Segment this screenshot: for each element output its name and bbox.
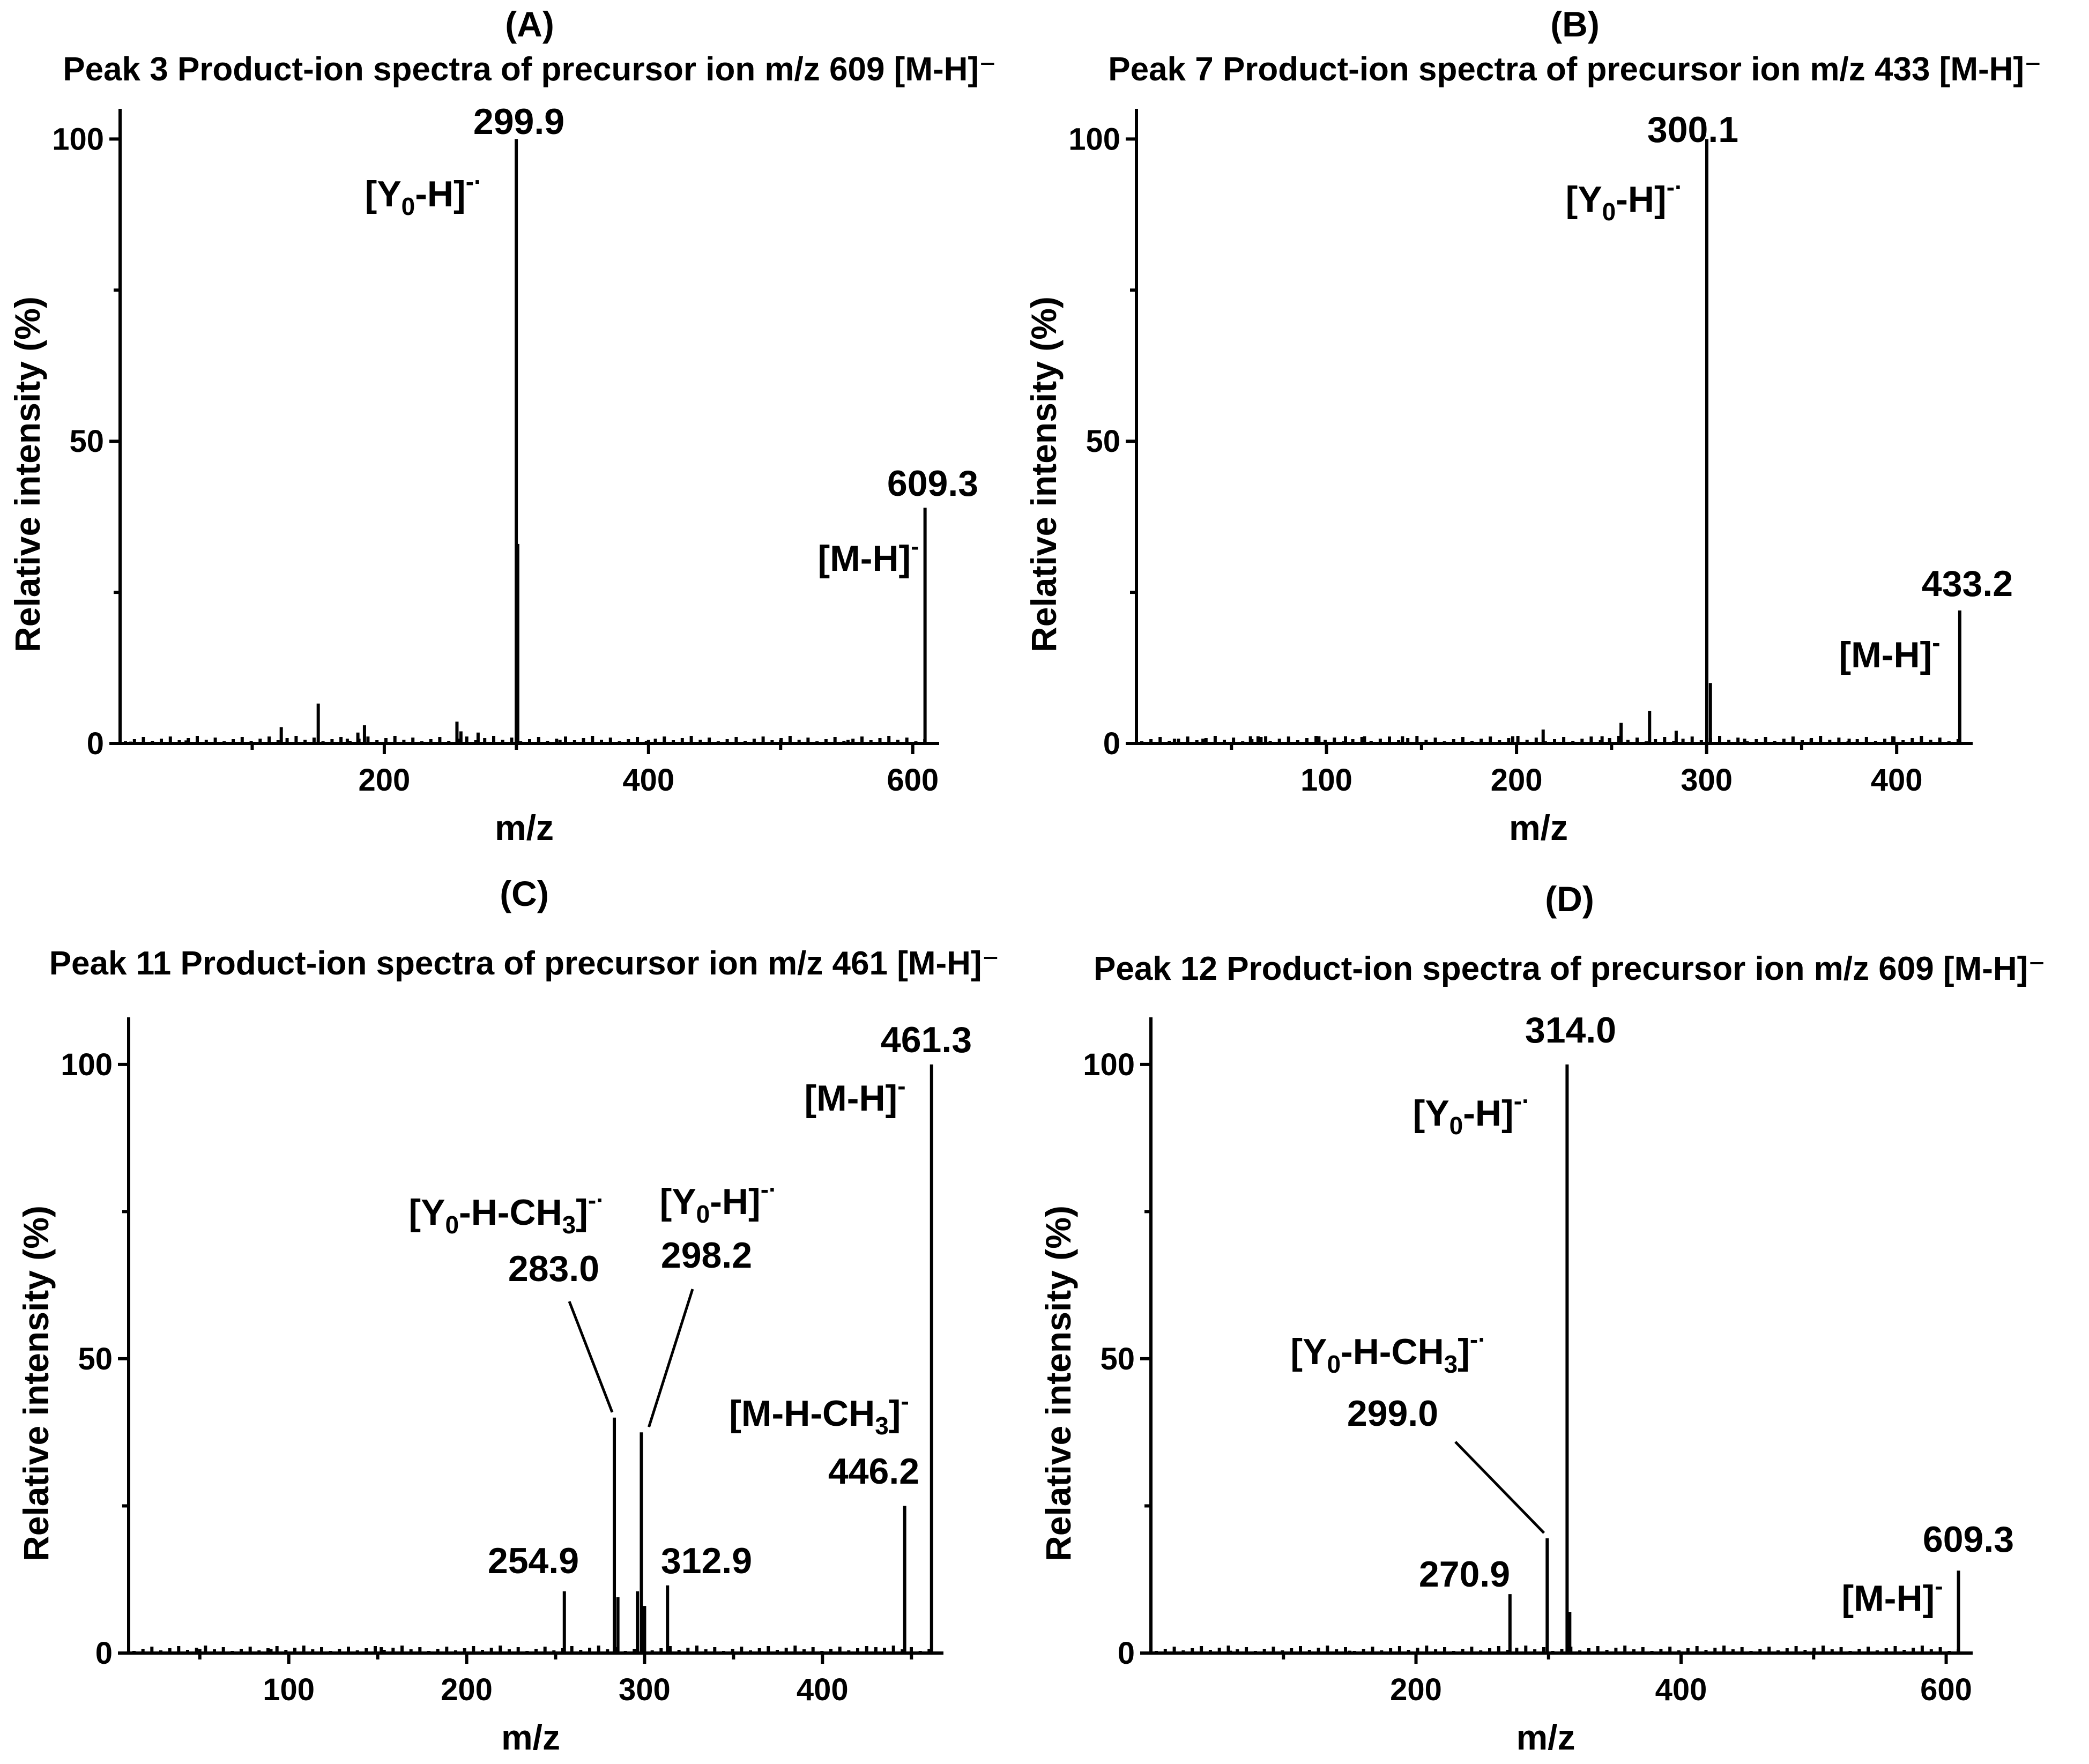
panel-title: Peak 7 Product-ion spectra of precursor …: [1108, 51, 2042, 88]
x-axis-label: m/z: [1516, 1717, 1575, 1757]
panel-letter: (A): [505, 4, 554, 44]
y-tick-label: 50: [78, 1342, 113, 1376]
y-axis-label: Relative intensity (%): [8, 296, 47, 652]
ion-annotation: [M-H-CH3]-: [729, 1387, 909, 1440]
y-tick-label: 0: [1118, 1636, 1135, 1671]
y-tick-label: 50: [69, 424, 104, 459]
y-tick-label: 0: [87, 726, 104, 761]
x-tick-label: 200: [1491, 763, 1543, 798]
annotation-leader-line: [568, 1301, 614, 1413]
baseline-noise: [1140, 736, 1960, 743]
peak-value-label: 433.2: [1922, 563, 2013, 604]
y-tick-label: 50: [1100, 1342, 1135, 1376]
y-tick-label: 0: [1103, 726, 1120, 761]
peak-value-label: 609.3: [887, 463, 978, 504]
x-tick-label: 200: [441, 1672, 493, 1707]
peak-value-label: 300.1: [1647, 109, 1738, 150]
x-tick-label: 400: [797, 1672, 849, 1707]
ion-annotation: [M-H]-: [804, 1072, 905, 1119]
x-tick-label: 300: [1681, 763, 1733, 798]
x-tick-label: 400: [1655, 1672, 1707, 1707]
panel-letter: (C): [500, 874, 549, 913]
x-tick-label: 100: [263, 1672, 315, 1707]
axis-lines: [1149, 1017, 1973, 1655]
x-axis-label: m/z: [1509, 808, 1568, 847]
y-tick-label: 100: [52, 122, 104, 157]
y-tick-label: 0: [95, 1636, 113, 1671]
annotation-leader-line: [648, 1289, 694, 1427]
y-axis-label: Relative intensity (%): [16, 1205, 56, 1561]
baseline-noise: [132, 1646, 931, 1653]
spectrum-panel-a: (A) Peak 3 Product-ion spectra of precurs…: [8, 4, 997, 847]
panel-letter: (D): [1545, 879, 1594, 919]
peak-value-label: 461.3: [881, 1019, 972, 1060]
y-tick-label: 100: [1068, 122, 1120, 157]
x-tick-label: 400: [1871, 763, 1923, 798]
x-axis-label: m/z: [501, 1717, 560, 1757]
x-tick-label: 200: [359, 763, 411, 798]
peak-value-label: 312.9: [661, 1540, 752, 1581]
y-tick-label: 50: [1086, 424, 1120, 459]
ion-annotation: [M-H]-: [1839, 629, 1940, 675]
ion-annotation: [Y0-H]-·: [660, 1175, 777, 1228]
x-axis-label: m/z: [495, 808, 554, 847]
y-tick-label: 100: [61, 1047, 113, 1082]
peak-value-label: 283.0: [508, 1248, 599, 1289]
peak-value-label: 254.9: [488, 1540, 579, 1581]
x-tick-label: 600: [887, 763, 939, 798]
ion-annotation: [Y0-H]-·: [1413, 1087, 1530, 1140]
ion-annotation: [M-H]-: [817, 532, 919, 579]
x-tick-label: 100: [1300, 763, 1352, 798]
x-tick-label: 300: [619, 1672, 671, 1707]
annotation-leader-line: [1454, 1441, 1545, 1534]
peak-value-label: 298.2: [661, 1235, 752, 1276]
peak-value-label: 314.0: [1525, 1010, 1616, 1051]
spectrum-panel-d: (D) Peak 12 Product-ion spectra of precur…: [1038, 879, 2046, 1757]
ion-annotation: [Y0-H-CH3]-·: [408, 1186, 604, 1239]
baseline-noise: [1155, 1646, 1960, 1653]
peak-value-label: 609.3: [1923, 1519, 2014, 1560]
y-axis-label: Relative intensity (%): [1038, 1205, 1078, 1561]
ion-annotation: [Y0-H]-·: [1566, 173, 1683, 226]
ion-annotation: [M-H]-: [1841, 1572, 1943, 1619]
spectrum-panel-c: (C) Peak 11 Product-ion spectra of precur…: [16, 874, 999, 1757]
axis-lines: [118, 109, 939, 745]
peak-value-label: 299.0: [1347, 1393, 1438, 1434]
peak-value-label: 270.9: [1419, 1554, 1510, 1595]
panel-letter: (B): [1550, 4, 1600, 44]
y-tick-label: 100: [1083, 1047, 1135, 1082]
panel-title: Peak 12 Product-ion spectra of precursor…: [1094, 950, 2046, 987]
x-tick-label: 200: [1390, 1672, 1442, 1707]
x-tick-label: 600: [1920, 1672, 1972, 1707]
peak-value-label: 299.9: [473, 101, 564, 142]
ion-annotation: [Y0-H]-·: [365, 168, 482, 220]
x-tick-label: 400: [622, 763, 674, 798]
panel-title: Peak 11 Product-ion spectra of precursor…: [49, 945, 1000, 982]
panel-title: Peak 3 Product-ion spectra of precursor …: [63, 51, 997, 88]
baseline-noise: [124, 736, 927, 743]
ion-annotation: [Y0-H-CH3]-·: [1290, 1326, 1486, 1378]
y-axis-label: Relative intensity (%): [1024, 296, 1064, 652]
peak-value-label: 446.2: [828, 1451, 919, 1492]
spectrum-panel-b: (B) Peak 7 Product-ion spectra of precurs…: [1024, 4, 2042, 847]
